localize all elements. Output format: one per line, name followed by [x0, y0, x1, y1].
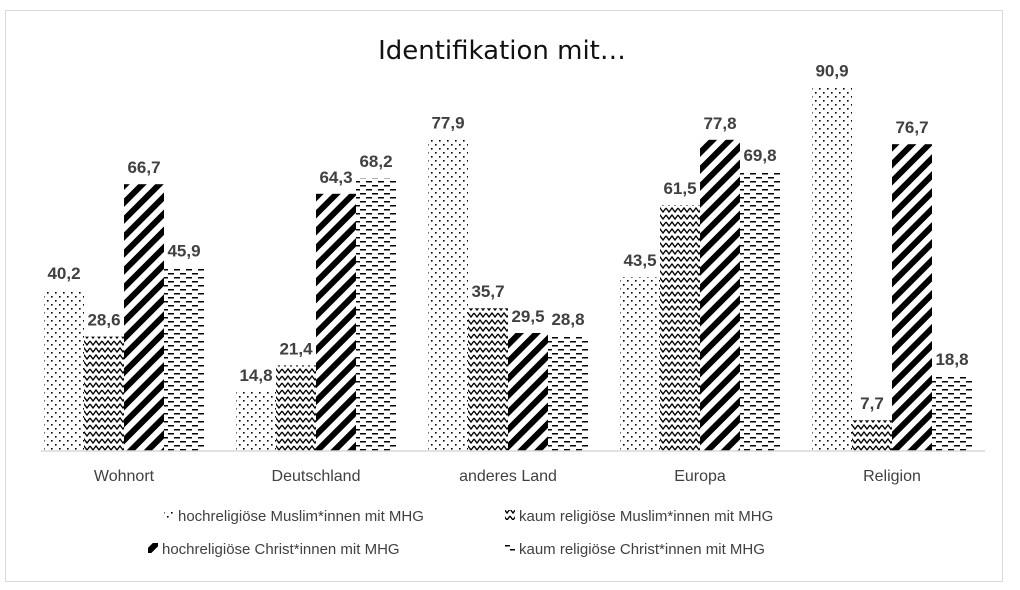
- bar-dots-3: [620, 277, 660, 451]
- data-label: 69,8: [743, 146, 776, 165]
- bar-diagonal-stripes-3: [700, 139, 740, 452]
- data-label: 76,7: [895, 118, 928, 137]
- chart-title: Identifikation mit…: [378, 36, 626, 66]
- data-label: 28,8: [551, 310, 584, 329]
- bar-zigzag-4: [852, 420, 892, 451]
- data-label: 7,7: [860, 394, 884, 413]
- bar-dashes-1: [356, 178, 396, 451]
- bar-dashes-2: [548, 335, 588, 451]
- bar-dashes-3: [740, 171, 780, 452]
- bar-dots-0: [44, 290, 84, 451]
- data-label: 64,3: [319, 168, 352, 187]
- data-label: 43,5: [623, 251, 656, 270]
- bar-diagonal-stripes-4: [892, 144, 932, 451]
- data-label: 21,4: [279, 339, 313, 358]
- bar-dots-4: [812, 87, 852, 452]
- bar-zigzag-1: [276, 365, 316, 451]
- legend-label: hochreligiöse Muslim*innen mit MHG: [178, 508, 424, 525]
- plot-area: 40,2 28,6 66,7 45,9 Wohnort 14,8 21,4 64,3 68,2 D…: [44, 61, 972, 485]
- bar-zigzag-3: [660, 205, 700, 451]
- x-tick-label: anderes Land: [459, 468, 557, 485]
- bar-zigzag-2: [468, 308, 508, 451]
- data-label: 68,2: [359, 152, 392, 171]
- data-label: 35,7: [471, 282, 504, 301]
- data-label: 45,9: [167, 241, 200, 260]
- data-label: 61,5: [663, 179, 696, 198]
- legend-label: hochreligiöse Christ*innen mit MHG: [162, 541, 400, 558]
- data-label: 77,9: [431, 113, 464, 132]
- legend: hochreligiöse Muslim*innen mit MHG kaum r…: [148, 508, 773, 558]
- data-label: 90,9: [815, 61, 848, 80]
- data-label: 28,6: [87, 311, 120, 330]
- bar-diagonal-stripes-0: [124, 184, 164, 451]
- data-label: 14,8: [239, 366, 272, 385]
- bar-dashes-0: [164, 267, 204, 451]
- x-tick-label: Deutschland: [272, 468, 361, 485]
- data-label: 29,5: [511, 307, 544, 326]
- x-tick-label: Europa: [674, 468, 726, 485]
- bar-dots-2: [428, 139, 468, 451]
- data-label: 66,7: [127, 158, 160, 177]
- legend-swatch-zigzag: [505, 510, 515, 520]
- data-label: 40,2: [47, 264, 80, 283]
- legend-swatch-diagonal-stripes: [148, 543, 158, 553]
- bar-zigzag-0: [84, 336, 124, 451]
- x-tick-label: Wohnort: [94, 468, 155, 485]
- data-label: 77,8: [703, 114, 736, 133]
- x-tick-label: Religion: [863, 468, 921, 485]
- bar-dots-1: [236, 391, 276, 451]
- bar-chart: Identifikation mit… 40,2 28,6 66,7 45,9 Wohn…: [41, 36, 985, 558]
- legend-swatch-dots: [164, 510, 174, 520]
- bar-diagonal-stripes-1: [316, 193, 356, 452]
- bar-diagonal-stripes-2: [508, 333, 548, 451]
- legend-label: kaum religiöse Christ*innen mit MHG: [519, 541, 765, 558]
- chart-frame: Identifikation mit… 40,2 28,6 66,7 45,9 Wohn…: [5, 10, 1003, 582]
- data-label: 18,8: [935, 350, 968, 369]
- legend-label: kaum religiöse Muslim*innen mit MHG: [519, 508, 773, 525]
- bar-dashes-4: [932, 375, 972, 451]
- legend-swatch-dashes: [505, 543, 515, 553]
